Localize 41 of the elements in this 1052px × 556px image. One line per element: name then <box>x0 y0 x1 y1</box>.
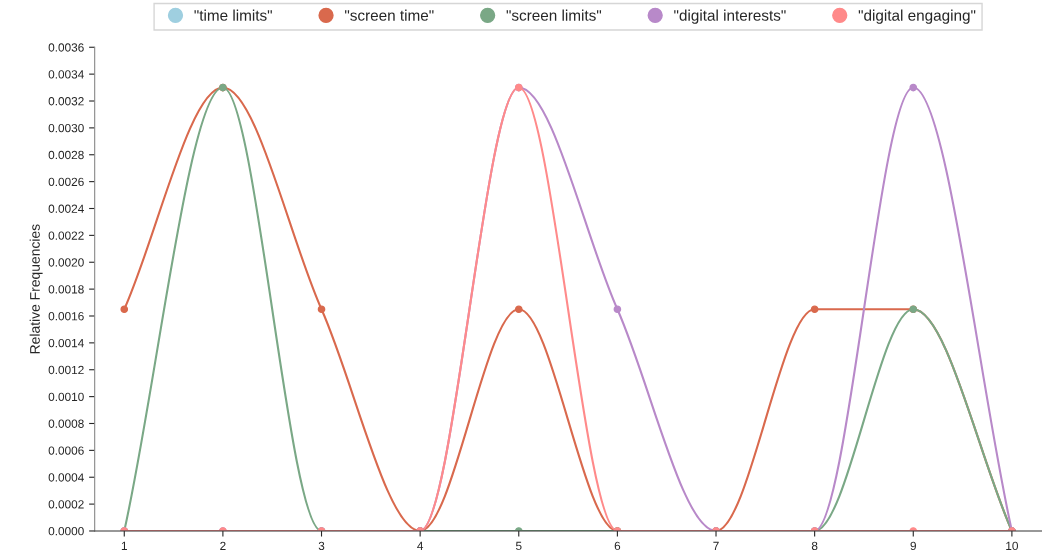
y-tick-label: 0.0012 <box>48 365 84 375</box>
x-tick-label: 1 <box>121 541 127 550</box>
y-tick-label: 0.0014 <box>48 338 84 348</box>
legend-label: "time limits" <box>194 9 272 21</box>
x-tick-label: 10 <box>1006 541 1018 551</box>
x-tick-label: 9 <box>910 541 916 551</box>
y-tick-label: 0.0008 <box>48 419 84 428</box>
y-tick-label: 0.0016 <box>48 312 84 321</box>
y-tick-label: 0.0010 <box>48 392 84 402</box>
point <box>514 305 523 314</box>
point <box>120 305 129 314</box>
y-tick-label: 0.0030 <box>48 123 84 133</box>
legend-label: "screen time" <box>345 9 434 21</box>
x-tick-label: 3 <box>318 541 325 551</box>
y-tick-label: 0.0006 <box>48 446 84 455</box>
y-tick-label: 0.0036 <box>48 43 84 52</box>
y-tick-label: 0.0028 <box>48 150 84 160</box>
x-tick-label: 6 <box>614 541 621 551</box>
y-tick-label: 0.0026 <box>48 177 84 187</box>
y-tick-label: 0.0018 <box>48 285 84 294</box>
legend-label: "digital interests" <box>674 9 786 24</box>
point <box>317 305 326 314</box>
x-tick-label: 2 <box>220 541 226 550</box>
y-axis-title: Relative Frequencies <box>29 224 43 354</box>
legend-label: "screen limits" <box>506 9 602 21</box>
y-tick-label: 0.0004 <box>48 473 84 482</box>
y-tick-label: 0.0020 <box>48 258 84 267</box>
x-tick-label: 7 <box>713 541 719 550</box>
y-tick-label: 0.0032 <box>48 97 84 106</box>
y-tick-label: 0.0000 <box>48 527 84 536</box>
x-tick-label: 5 <box>515 541 522 551</box>
point <box>613 305 622 314</box>
x-tick-label: 8 <box>811 541 818 551</box>
point <box>909 83 918 92</box>
y-tick-label: 0.0034 <box>48 70 84 79</box>
y-tick-label: 0.0024 <box>48 204 84 213</box>
y-tick-label: 0.0002 <box>48 500 84 509</box>
legend-label: "digital engaging" <box>858 9 976 24</box>
y-tick-label: 0.0022 <box>48 231 84 240</box>
point <box>810 305 819 314</box>
x-tick-label: 4 <box>417 541 424 550</box>
